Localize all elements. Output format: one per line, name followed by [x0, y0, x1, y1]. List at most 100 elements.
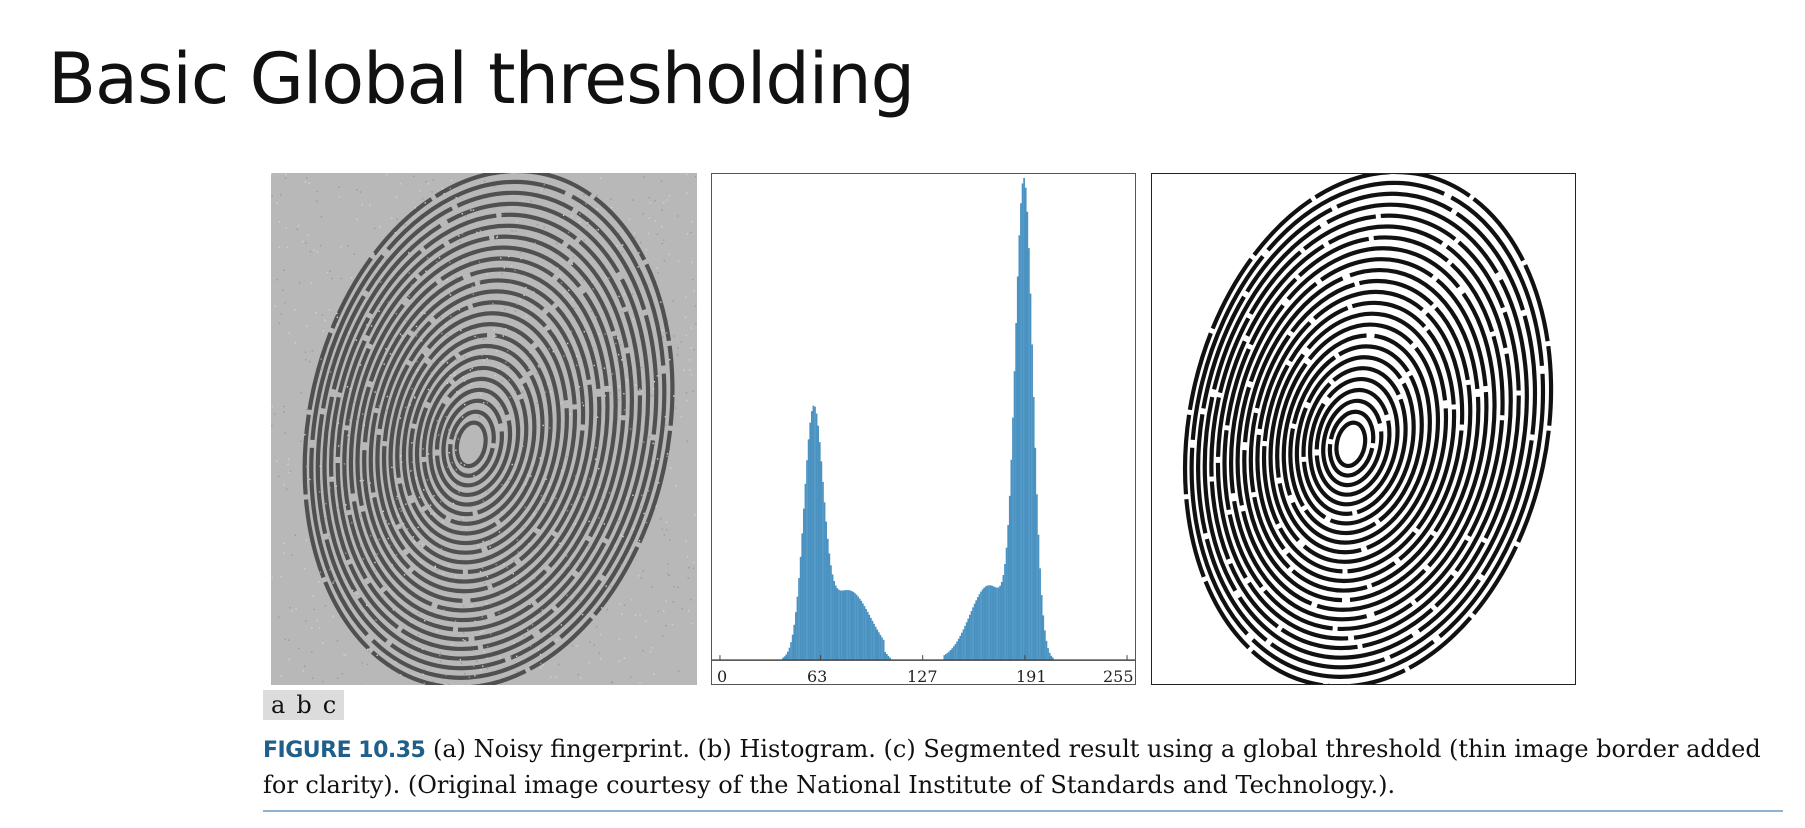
fingerprint-ridges: [302, 173, 675, 685]
histogram-bar: [946, 652, 949, 661]
histogram-bar: [1045, 640, 1048, 661]
histogram-bar: [959, 635, 962, 661]
histogram-bar: [997, 587, 1000, 661]
tick-label-191: 191: [1016, 667, 1047, 686]
histogram-bar: [802, 508, 805, 661]
histogram-bar: [817, 425, 820, 661]
tick-label-127: 127: [907, 667, 938, 686]
histogram-bar: [972, 607, 974, 661]
histogram-bar: [988, 585, 990, 661]
histogram-bar: [994, 587, 997, 661]
histogram-bar: [1036, 494, 1038, 661]
histogram-bars: [782, 178, 1054, 661]
histogram-bar: [1031, 344, 1033, 661]
histogram-bar: [806, 460, 808, 661]
histogram-bar: [884, 651, 887, 661]
histogram-bar: [841, 590, 843, 661]
histogram-bar: [953, 646, 955, 661]
panel-tags: a b c: [263, 690, 345, 720]
histogram-bar: [975, 600, 978, 661]
histogram-bar: [879, 634, 882, 661]
histogram-bar: [989, 585, 992, 661]
histogram-bar: [842, 590, 845, 661]
histogram-bar: [986, 585, 989, 661]
caption-divider: [263, 810, 1783, 812]
histogram-bar: [876, 629, 879, 661]
histogram-bar: [1004, 563, 1006, 661]
histogram-bar: [948, 651, 950, 661]
histogram-bar: [1021, 183, 1024, 661]
histogram-bar: [983, 587, 986, 661]
figure-caption: FIGURE 10.35 (a) Noisy fingerprint. (b) …: [263, 732, 1783, 803]
histogram-bar: [809, 422, 812, 661]
histogram-bar: [839, 590, 842, 661]
histogram-bar: [1026, 211, 1029, 661]
tick-label-63: 63: [807, 667, 828, 686]
histogram-bar: [996, 587, 998, 661]
histogram-bar: [951, 648, 954, 661]
histogram-bar: [796, 596, 799, 661]
histogram-bar: [783, 656, 786, 661]
histogram-bar: [962, 629, 965, 661]
histogram-bar: [1005, 547, 1008, 661]
panel-tag-b: b: [296, 691, 312, 719]
histogram-bar: [1034, 447, 1037, 661]
histogram-bar: [1052, 657, 1054, 661]
histogram-bar: [785, 654, 788, 661]
histogram-bar: [965, 622, 968, 661]
histogram-bar: [820, 461, 823, 661]
histogram-bar: [871, 620, 874, 661]
histogram-bar: [973, 603, 976, 661]
tick-label-255: 255: [1103, 667, 1134, 686]
histogram-bar: [1028, 248, 1030, 661]
histogram-bar: [850, 590, 853, 661]
histogram-bar: [881, 637, 883, 661]
histogram-bar: [1024, 187, 1027, 661]
histogram-bar: [887, 655, 890, 661]
histogram-bar: [799, 556, 802, 661]
slide-title: Basic Global thresholding: [48, 38, 915, 120]
histogram-bar: [1029, 293, 1032, 661]
histogram-bar: [1007, 525, 1010, 661]
histogram-bar: [984, 586, 987, 661]
histogram-bar: [849, 590, 851, 661]
histogram-bar: [866, 611, 869, 661]
histogram-bar: [814, 406, 816, 661]
histogram-bar: [945, 654, 947, 661]
histogram-bar: [833, 580, 835, 661]
histogram-tick-labels: 0 63 127 191 255: [711, 667, 1136, 689]
histogram-bar: [949, 649, 952, 661]
histogram-bar: [807, 439, 810, 661]
histogram-bar: [804, 483, 807, 661]
histogram-bar: [844, 590, 847, 661]
histogram-bar: [970, 611, 973, 661]
histogram-bar: [1008, 495, 1011, 661]
histogram-bar: [818, 442, 821, 661]
histogram-bar: [999, 585, 1002, 661]
figure-label: FIGURE 10.35: [263, 738, 426, 763]
fingerprint-ridges: [1182, 174, 1554, 684]
histogram-bar: [957, 638, 960, 661]
histogram-bar: [787, 651, 789, 661]
tick-label-0: 0: [717, 667, 728, 686]
histogram-bar: [1048, 652, 1051, 661]
histogram-bar: [1023, 178, 1025, 661]
histogram-bar: [967, 618, 970, 661]
histogram-bar: [868, 614, 871, 661]
histogram-bar: [815, 413, 818, 661]
histogram-bar: [1042, 615, 1045, 661]
histogram-bar: [1012, 417, 1014, 661]
caption-text: (a) Noisy fingerprint. (b) Histogram. (c…: [263, 735, 1761, 799]
histogram-bar: [860, 600, 863, 661]
panel-tag-a: a: [271, 691, 286, 719]
histogram-bar: [956, 641, 958, 661]
histogram-bar: [1000, 581, 1003, 661]
histogram-bar: [798, 578, 800, 661]
histogram-bar: [954, 643, 957, 661]
histogram-bar: [790, 642, 792, 661]
histogram-bar: [873, 623, 875, 661]
histogram-bar: [855, 594, 858, 661]
histogram-bar: [810, 411, 813, 661]
histogram-bar: [822, 481, 824, 661]
histogram-bar: [858, 598, 861, 661]
